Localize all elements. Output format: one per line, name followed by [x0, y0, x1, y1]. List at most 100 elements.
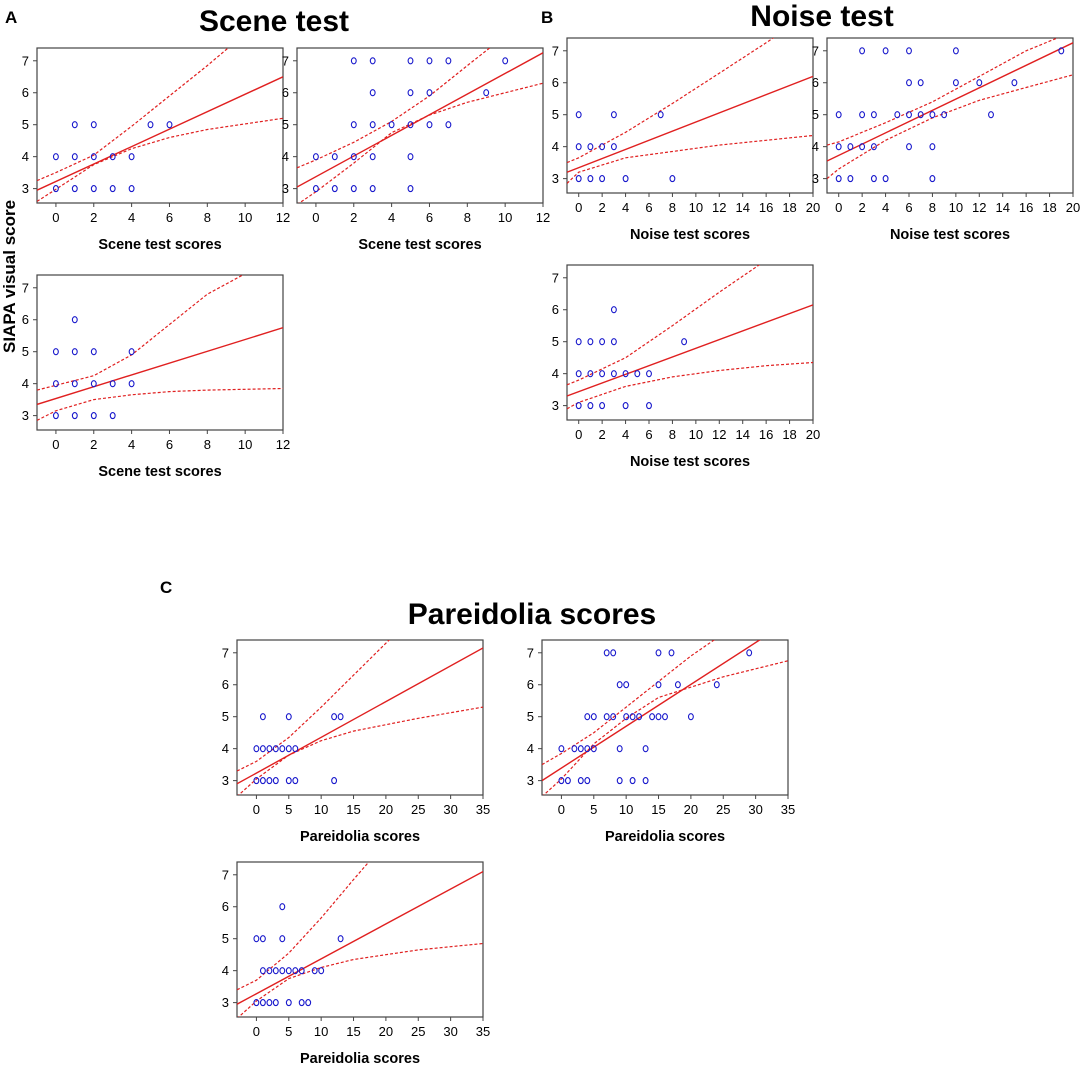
data-point — [610, 713, 617, 721]
data-point — [52, 185, 59, 193]
data-point — [90, 121, 97, 129]
data-point — [426, 57, 433, 65]
regression-line — [567, 75, 813, 173]
x-tick-label: 20 — [684, 802, 698, 817]
y-tick-label: 4 — [552, 139, 559, 154]
plot-scene-1: 3 4 5 6 7 0 2 4 6 8 10 12 Scene test scores — [0, 47, 290, 258]
x-tick-label: 4 — [882, 200, 889, 215]
x-axis-label: Pareidolia scores — [300, 829, 420, 845]
x-tick-label: 8 — [204, 437, 211, 452]
data-point — [279, 745, 286, 753]
data-point — [587, 370, 594, 378]
confidence-upper-line — [567, 265, 761, 386]
x-tick-label: 5 — [285, 1024, 292, 1039]
y-tick-label: 3 — [552, 398, 559, 413]
plot-area — [37, 275, 283, 421]
y-tick-label: 4 — [552, 366, 559, 381]
x-axis-label: Scene test scores — [98, 464, 221, 480]
data-point — [109, 412, 116, 420]
confidence-lower-line — [298, 82, 543, 203]
regression-line — [237, 647, 483, 785]
data-point — [285, 777, 292, 785]
regression-line — [297, 52, 543, 188]
plot-pareidolia-2: 3 4 5 6 7 0 5 10 15 20 25 30 35 Pareidolia scores — [505, 639, 795, 850]
data-point — [285, 999, 292, 1007]
plot-frame — [566, 264, 814, 421]
x-tick-label: 4 — [128, 437, 135, 452]
data-point — [266, 777, 273, 785]
data-point — [746, 649, 753, 657]
data-point — [657, 111, 664, 119]
data-point — [128, 153, 135, 161]
x-tick-label: 6 — [645, 427, 652, 442]
data-point — [369, 89, 376, 97]
x-tick-label: 14 — [995, 200, 1009, 215]
x-tick-label: 20 — [379, 1024, 393, 1039]
y-tick-label: 5 — [552, 334, 559, 349]
plot-noise-3: 3 4 5 6 7 0 2 4 6 8 10 12 14 16 18 20 Noise test scores — [530, 264, 820, 475]
x-tick-label: 20 — [806, 427, 820, 442]
data-point — [870, 175, 877, 183]
data-point — [285, 713, 292, 721]
x-tick-label: 0 — [253, 802, 260, 817]
data-point — [259, 777, 266, 785]
x-tick-label: 25 — [411, 802, 425, 817]
x-tick-label: 5 — [285, 802, 292, 817]
data-point — [312, 185, 319, 193]
y-tick-label: 4 — [812, 139, 819, 154]
y-tick-label: 7 — [22, 53, 29, 68]
data-point — [272, 745, 279, 753]
scatter-chart: 3 4 5 6 7 0 2 4 6 8 10 12 14 16 18 20 Noise test scores — [552, 37, 820, 243]
data-point — [636, 713, 643, 721]
y-tick-label: 4 — [222, 741, 229, 756]
data-point — [445, 121, 452, 129]
data-point — [109, 185, 116, 193]
data-point — [311, 967, 318, 975]
x-tick-label: 15 — [346, 1024, 360, 1039]
x-tick-label: 0 — [835, 200, 842, 215]
data-point — [906, 79, 912, 87]
y-tick-label: 5 — [222, 709, 229, 724]
x-tick-label: 0 — [52, 437, 59, 452]
data-point — [90, 185, 97, 193]
data-point — [558, 777, 565, 785]
data-point — [253, 999, 260, 1007]
data-point — [318, 967, 325, 975]
data-point — [259, 713, 266, 721]
confidence-lower-line — [37, 117, 283, 202]
data-point — [681, 338, 688, 346]
x-axis-label: Noise test scores — [890, 227, 1010, 243]
data-point — [610, 338, 617, 346]
data-point — [577, 745, 584, 753]
data-point — [426, 121, 433, 129]
x-tick-label: 0 — [558, 802, 565, 817]
data-point — [253, 935, 260, 943]
data-point — [337, 935, 344, 943]
data-point — [859, 111, 866, 119]
data-point — [622, 370, 629, 378]
y-tick-label: 6 — [22, 85, 29, 100]
regression-line — [237, 870, 483, 1005]
x-tick-label: 8 — [929, 200, 936, 215]
data-point — [590, 713, 597, 721]
x-axis-label: Noise test scores — [630, 454, 750, 470]
x-axis-label: Pareidolia scores — [605, 829, 725, 845]
confidence-upper-line — [237, 862, 370, 991]
y-tick-label: 7 — [222, 867, 229, 882]
y-tick-label: 4 — [22, 149, 29, 164]
data-point — [668, 649, 675, 657]
data-point — [71, 348, 78, 356]
data-point — [298, 999, 305, 1007]
plot-scene-3: 3 4 5 6 7 0 2 4 6 8 10 12 Scene test scores — [0, 274, 290, 485]
x-tick-label: 12 — [536, 210, 550, 225]
plot-pareidolia-3: 3 4 5 6 7 0 5 10 15 20 25 30 35 Pareidolia scores — [200, 861, 490, 1072]
data-point — [623, 681, 630, 689]
plot-area — [567, 38, 813, 184]
data-point — [350, 185, 357, 193]
plot-area — [567, 265, 813, 410]
data-point — [1058, 47, 1065, 55]
data-point — [906, 47, 912, 55]
x-tick-label: 30 — [443, 802, 457, 817]
x-tick-label: 10 — [498, 210, 512, 225]
x-tick-label: 0 — [312, 210, 319, 225]
